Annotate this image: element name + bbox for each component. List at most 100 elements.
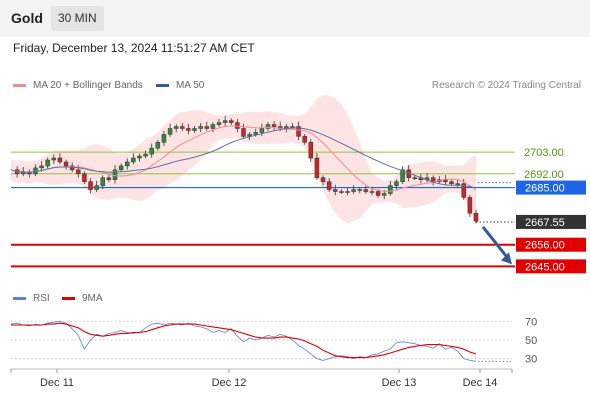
bollinger-band xyxy=(11,95,476,226)
legend-bollinger-label: MA 20 + Bollinger Bands xyxy=(33,80,143,91)
instrument-title: Gold xyxy=(11,10,43,26)
candle-body-11 xyxy=(76,169,81,175)
forecast-arrow xyxy=(481,226,512,265)
legend-bollinger: MA 20 + Bollinger Bands xyxy=(13,80,143,91)
candle-body-22 xyxy=(143,153,148,157)
datetime-label: Friday, December 13, 2024 11:51:27 AM CE… xyxy=(13,41,255,55)
candle-body-19 xyxy=(125,161,130,167)
candle-body-75 xyxy=(467,197,473,214)
timeframe-badge[interactable]: 30 MIN xyxy=(51,6,104,31)
candle-body-57 xyxy=(357,189,362,191)
x-tick-label-1: Dec 11 xyxy=(40,377,74,389)
candle-body-36 xyxy=(229,120,234,123)
level-label-bg-6 xyxy=(516,259,586,274)
candle-body-42 xyxy=(265,124,271,129)
candle-body-61 xyxy=(381,193,387,196)
level-label-3: 2685.00 xyxy=(525,183,565,195)
x-tick-label-2: Dec 12 xyxy=(212,377,247,389)
rsi-tick-50: 50 xyxy=(525,335,537,347)
candle-body-49 xyxy=(308,142,314,159)
level-label-5: 2656.00 xyxy=(525,240,565,252)
candle-body-7 xyxy=(51,157,57,161)
level-label-bg-5 xyxy=(516,237,586,252)
candle-body-50 xyxy=(314,157,320,178)
candle-body-63 xyxy=(394,181,399,186)
level-label-2: 2692.00 xyxy=(524,169,564,181)
candle-body-64 xyxy=(400,169,405,182)
candle-body-25 xyxy=(161,134,167,143)
candle-body-26 xyxy=(167,128,173,135)
candle-body-28 xyxy=(180,126,185,129)
forecast-arrow-shaft xyxy=(481,226,510,260)
candle-body-16 xyxy=(106,177,112,180)
candle-body-9 xyxy=(63,161,69,167)
candle-body-18 xyxy=(118,165,124,171)
candle-body-29 xyxy=(186,128,191,131)
candle-body-34 xyxy=(216,122,222,125)
x-tick-label-3: Dec 13 xyxy=(382,377,417,389)
legend-bollinger-swatch xyxy=(13,84,26,87)
rsi-tick-30: 30 xyxy=(525,354,537,366)
candle-body-58 xyxy=(363,189,369,192)
candle-body-69 xyxy=(430,177,436,182)
candle-body-12 xyxy=(82,173,87,182)
legend-ma50-label: MA 50 xyxy=(176,80,205,91)
legend-ma50: MA 50 xyxy=(156,80,204,91)
candle-body-73 xyxy=(455,183,460,185)
candle-body-5 xyxy=(39,165,44,169)
rsi-series-9ma xyxy=(11,322,477,359)
candle-body-47 xyxy=(296,126,301,137)
candle-body-23 xyxy=(149,147,154,155)
candle-body-56 xyxy=(351,189,356,192)
x-tick-label-4: Dec 14 xyxy=(463,377,498,389)
legend-rsi-swatch xyxy=(13,297,26,300)
candle-body-43 xyxy=(271,124,277,127)
bollinger-band-area xyxy=(11,95,476,226)
moving-averages xyxy=(10,125,477,193)
legend-rsi: RSI xyxy=(13,293,50,304)
candle-body-72 xyxy=(449,181,454,184)
candle-body-66 xyxy=(412,177,418,179)
x-axis: Dec 11 Dec 12 Dec 13 Dec 14 xyxy=(10,368,513,389)
rsi-tick-70: 70 xyxy=(525,316,537,328)
candle-body-27 xyxy=(173,126,179,129)
candle-body-10 xyxy=(69,165,75,171)
candle-body-74 xyxy=(461,183,467,198)
candle-body-17 xyxy=(112,169,118,180)
level-label-4: 2667.55 xyxy=(525,217,565,229)
candle-body-53 xyxy=(333,189,338,192)
level-label-bg-3 xyxy=(516,180,586,195)
candle-body-52 xyxy=(326,181,332,190)
legend-9ma-label: 9MA xyxy=(82,293,103,304)
candle-body-46 xyxy=(290,126,295,128)
candle-body-60 xyxy=(375,191,381,196)
candle-body-40 xyxy=(253,132,258,135)
candle-body-6 xyxy=(45,159,50,167)
legend-9ma: 9MA xyxy=(62,293,103,304)
candle-body-21 xyxy=(137,155,142,159)
candle-body-38 xyxy=(241,128,246,137)
candle-body-59 xyxy=(369,191,375,193)
level-label-1: 2703.00 xyxy=(524,147,564,159)
candle-body-15 xyxy=(100,177,106,186)
candle-body-13 xyxy=(88,181,93,190)
level-label-bg-4 xyxy=(516,214,586,229)
ma20-line xyxy=(10,125,477,193)
candle-body-54 xyxy=(339,191,344,193)
candle-body-32 xyxy=(204,126,210,129)
credit-label: Research © 2024 Trading Central xyxy=(431,80,581,91)
legend-9ma-swatch xyxy=(62,297,75,300)
candle-body-24 xyxy=(155,142,161,149)
candle-body-33 xyxy=(210,124,216,129)
price-levels: 2703.00 2692.00 2685.00 2667.55 2656.00 2645.… xyxy=(11,147,586,274)
legend-rsi-label: RSI xyxy=(33,293,50,304)
level-label-6: 2645.00 xyxy=(525,261,565,273)
forecast-arrow-head xyxy=(501,252,512,265)
ma50-line xyxy=(10,127,477,189)
candle-body-48 xyxy=(302,136,307,143)
candle-body-76 xyxy=(473,212,479,222)
candle-body-31 xyxy=(198,126,203,129)
rsi-series-rsi xyxy=(10,320,477,362)
candle-body-8 xyxy=(57,157,63,163)
